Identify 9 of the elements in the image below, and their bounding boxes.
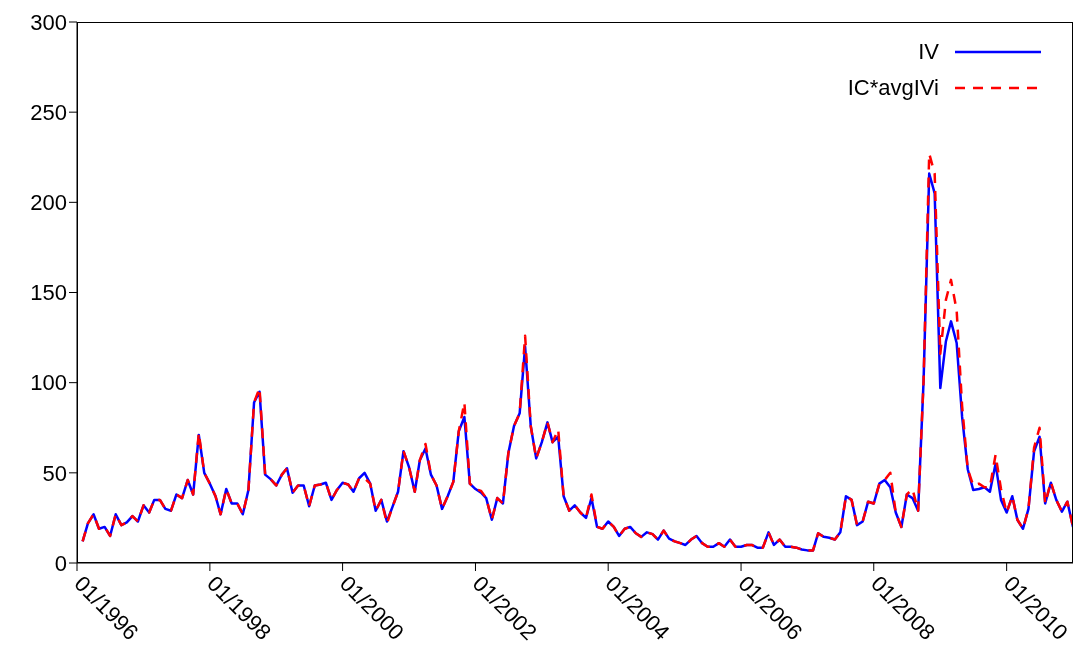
y-tick-label: 250 (30, 99, 67, 125)
y-tick-label: 50 (42, 460, 67, 486)
y-tick-label: 300 (30, 9, 67, 35)
y-tick-label: 150 (30, 280, 67, 306)
y-tick-label: 200 (30, 190, 67, 216)
y-tick-label: 0 (54, 550, 67, 576)
y-tick-label: 100 (30, 370, 67, 396)
legend-label: IC*avgIVi (847, 75, 939, 101)
legend-label: IV (918, 39, 939, 65)
